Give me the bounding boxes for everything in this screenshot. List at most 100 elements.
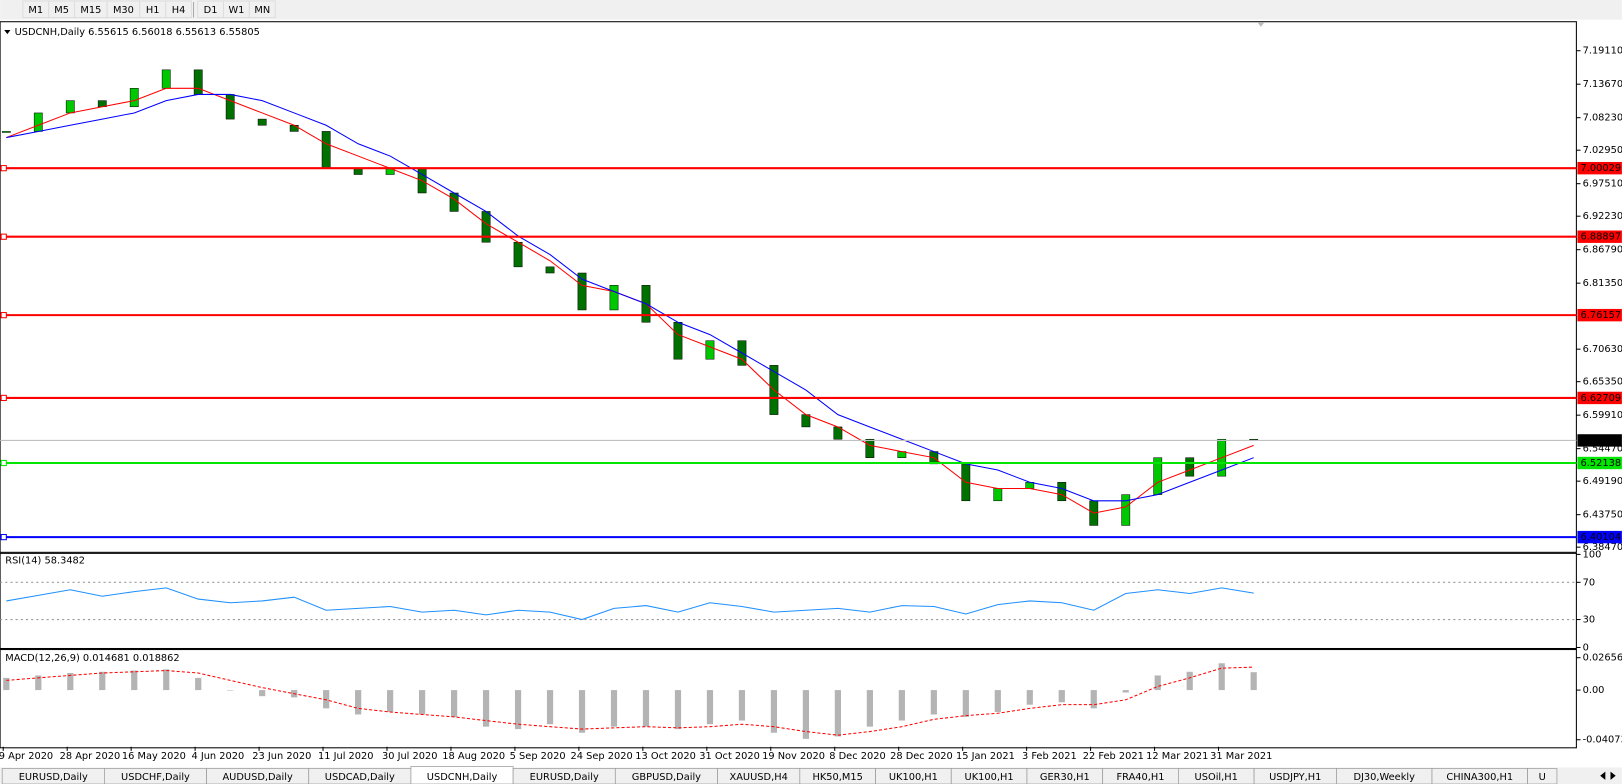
signal-line — [6, 666, 1254, 736]
y-tick-label: 7.02950 — [1583, 145, 1622, 156]
y-tick-label: -0.040732 — [1583, 735, 1622, 746]
macd-bar — [674, 690, 682, 730]
macd-bar — [834, 690, 841, 737]
candle — [1, 131, 11, 133]
level-label-box — [1577, 456, 1622, 470]
macd-bar — [99, 671, 106, 691]
level-label: 6.76157 — [1581, 310, 1622, 321]
candle — [1057, 482, 1067, 502]
level-handle[interactable] — [0, 312, 7, 319]
time-label: 30 Jul 2020 — [382, 751, 438, 762]
chart-tab-label: USOil,H1 — [1195, 772, 1238, 783]
time-label: 4 Jun 2020 — [191, 751, 244, 762]
timeframe-label: M1 — [28, 5, 43, 16]
y-tick-label: 6.54470 — [1583, 444, 1622, 455]
y-tick-label: 6.92230 — [1583, 211, 1622, 222]
timeframe-label: M5 — [54, 5, 69, 16]
y-tick-label: 100 — [1583, 549, 1602, 560]
candle — [161, 69, 171, 89]
macd-bar — [227, 690, 234, 691]
level-label: 6.52138 — [1581, 458, 1622, 469]
level-handle[interactable] — [0, 533, 7, 541]
moving-average — [6, 93, 1254, 502]
macd-bar — [642, 690, 650, 727]
time-label: 28 Dec 2020 — [890, 751, 953, 762]
candle — [577, 272, 587, 311]
candle — [865, 438, 875, 458]
timeframe-label: D1 — [204, 5, 218, 16]
macd-bar — [1186, 671, 1193, 691]
level-handle[interactable] — [0, 394, 7, 402]
tab-scroll-left[interactable] — [1600, 771, 1606, 780]
candle — [801, 414, 811, 428]
tab-scroll-right[interactable] — [1610, 771, 1616, 780]
time-label: 24 Sep 2020 — [571, 751, 633, 762]
timeframe-button[interactable] — [248, 0, 276, 19]
tab-scroll — [1592, 768, 1620, 784]
macd-bar — [450, 690, 458, 717]
chart-tab-label: USDCAD,Daily — [325, 772, 395, 783]
timeframe-label: H1 — [146, 5, 160, 16]
macd-bar — [259, 690, 266, 697]
candle — [993, 488, 1003, 502]
candle — [673, 322, 683, 360]
y-tick-label: 6.43750 — [1583, 510, 1622, 521]
macd-bar — [866, 690, 873, 727]
time-label: 15 Jan 2021 — [956, 751, 1015, 762]
time-label: 18 Aug 2020 — [442, 751, 505, 762]
macd-bar — [323, 690, 330, 709]
macd-bar — [962, 690, 969, 717]
chart-tab[interactable] — [1527, 768, 1558, 784]
level-handle[interactable] — [0, 165, 7, 172]
macd-bar — [1218, 663, 1225, 691]
macd-bar — [578, 690, 586, 733]
chart-tab-label: HK50,M15 — [812, 772, 862, 783]
macd-bar — [3, 677, 10, 691]
y-tick-label: 7.13670 — [1583, 79, 1622, 90]
chart-tab-label: FRA40,H1 — [1117, 772, 1165, 783]
y-tick-label: 70 — [1583, 577, 1596, 588]
level-handle[interactable] — [0, 233, 7, 240]
candle — [1185, 457, 1195, 477]
macd-bar — [355, 690, 362, 715]
macd-bar — [802, 690, 810, 739]
time-label: 3 Feb 2021 — [1022, 751, 1077, 762]
timeframe-label: W1 — [228, 5, 244, 16]
time-label: 31 Mar 2021 — [1210, 751, 1272, 762]
toolbar — [0, 0, 1622, 20]
macd-bar — [930, 690, 937, 715]
current-price-box — [1577, 434, 1622, 447]
time-label: 11 Jul 2020 — [318, 751, 374, 762]
macd-bar — [994, 690, 1001, 713]
macd-bar — [67, 673, 74, 691]
y-tick-label: 6.65350 — [1583, 377, 1622, 388]
macd-bar — [898, 690, 905, 721]
chart-tab-label: EURUSD,Daily — [19, 772, 88, 783]
level-label-box — [1577, 308, 1622, 322]
time-label: 16 May 2020 — [122, 751, 186, 762]
chart-tab-label: EURUSD,Daily — [530, 772, 599, 783]
macd-title: MACD(12,26,9) 0.014681 0.018862 — [5, 653, 179, 664]
candle — [225, 94, 235, 120]
y-tick-label: 30 — [1583, 615, 1596, 626]
candle — [193, 69, 203, 95]
y-tick-label: 0.02656 — [1583, 653, 1622, 664]
macd-bar — [1058, 690, 1065, 703]
macd-bar — [738, 690, 746, 721]
candle — [513, 241, 523, 268]
chart-tab-label: UK100,H1 — [965, 772, 1014, 783]
chart-tab-label: USDCNH,Daily — [427, 772, 498, 783]
chart-tab-label: AUDUSD,Daily — [222, 772, 293, 783]
timeframe-button[interactable] — [165, 0, 192, 19]
macd-bar — [131, 670, 138, 691]
time-label: 8 Dec 2020 — [829, 751, 885, 762]
macd-bar — [195, 677, 202, 691]
macd-bar — [419, 690, 426, 715]
y-tick-label: 6.59910 — [1583, 410, 1622, 421]
time-label: 5 Sep 2020 — [510, 751, 566, 762]
candle — [129, 88, 139, 108]
level-handle[interactable] — [0, 459, 7, 467]
time-label: 19 Nov 2020 — [762, 751, 825, 762]
price-panel — [0, 21, 1577, 553]
